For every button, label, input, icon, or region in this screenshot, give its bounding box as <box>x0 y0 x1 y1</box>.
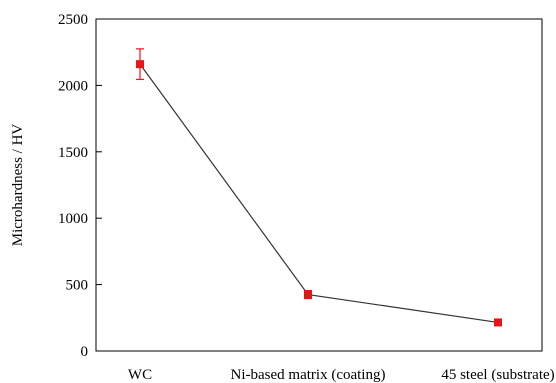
y-tick-label: 1500 <box>58 145 88 161</box>
data-point <box>304 290 312 299</box>
x-tick-label: WC <box>128 367 152 383</box>
series-line <box>139 63 499 324</box>
y-tick-label: 1000 <box>58 211 88 227</box>
y-tick-label: 0 <box>81 344 89 360</box>
x-tick-label: 45 steel (substrate) <box>441 367 554 383</box>
x-tick-label: Ni-based matrix (coating) <box>231 367 386 383</box>
series-layer <box>136 48 502 327</box>
data-point <box>494 318 502 327</box>
y-tick-label: 500 <box>66 278 89 294</box>
x-axis-ticks: WC Ni-based matrix (coating) 45 steel (sub… <box>128 367 555 383</box>
y-axis-label: Microhardness / HV <box>10 124 26 247</box>
y-axis-ticks: 0 500 1000 1500 2000 2500 <box>58 12 102 360</box>
y-tick-label: 2000 <box>58 78 88 94</box>
data-point <box>136 60 144 69</box>
plot-frame <box>95 18 543 352</box>
y-tick-label: 2500 <box>58 12 88 28</box>
